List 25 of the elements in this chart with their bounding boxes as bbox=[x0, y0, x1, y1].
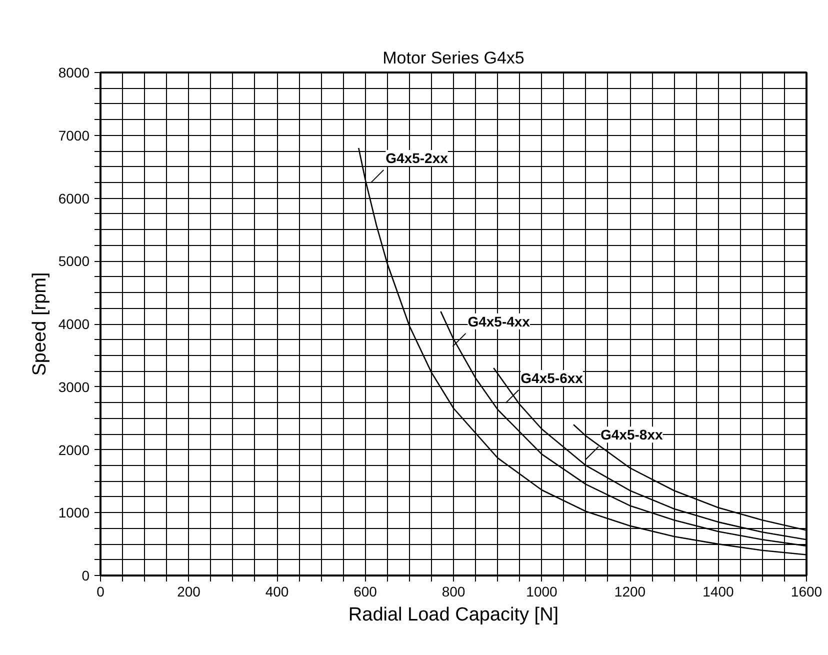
series-label: G4x5-8xx bbox=[600, 426, 663, 443]
series-label: G4x5-4xx bbox=[468, 313, 530, 330]
y-axis-title: Speed [rpm] bbox=[29, 272, 50, 376]
y-tick-label: 8000 bbox=[58, 64, 90, 80]
x-tick-label: 1400 bbox=[702, 584, 734, 600]
x-tick-label: 800 bbox=[442, 584, 466, 600]
x-tick-label: 1200 bbox=[614, 584, 646, 600]
y-tick-label: 7000 bbox=[58, 127, 90, 144]
y-tick-label: 3000 bbox=[58, 378, 90, 395]
y-tick-label: 4000 bbox=[58, 316, 90, 332]
y-tick-label: 1000 bbox=[58, 504, 90, 521]
x-tick-label: 200 bbox=[177, 584, 201, 600]
series-label: G4x5-6xx bbox=[520, 370, 584, 386]
x-tick-label: 0 bbox=[96, 584, 105, 600]
x-tick-label: 1600 bbox=[790, 584, 822, 600]
x-tick-label: 600 bbox=[354, 584, 378, 600]
series-label: G4x5-2xx bbox=[386, 150, 448, 166]
y-tick-label: 0 bbox=[82, 568, 90, 584]
x-axis-title: Radial Load Capacity [N] bbox=[348, 604, 559, 626]
y-tick-label: 5000 bbox=[58, 253, 90, 270]
x-tick-label: 400 bbox=[265, 584, 289, 600]
chart-title: Motor Series G4x5 bbox=[382, 48, 524, 68]
x-tick-label: 1000 bbox=[526, 584, 558, 600]
y-tick-label: 6000 bbox=[58, 190, 90, 206]
y-tick-label: 2000 bbox=[58, 442, 90, 458]
